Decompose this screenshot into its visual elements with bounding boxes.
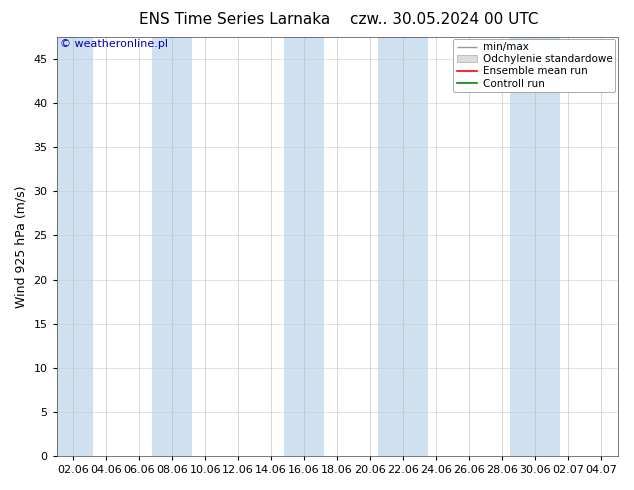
Bar	[53, 37, 93, 456]
Bar	[510, 37, 560, 456]
Text: ENS Time Series Larnaka: ENS Time Series Larnaka	[139, 12, 330, 27]
Text: czw.. 30.05.2024 00 UTC: czw.. 30.05.2024 00 UTC	[349, 12, 538, 27]
Y-axis label: Wind 925 hPa (m/s): Wind 925 hPa (m/s)	[15, 185, 28, 308]
Bar	[152, 37, 192, 456]
Bar	[284, 37, 324, 456]
Text: © weatheronline.pl: © weatheronline.pl	[60, 39, 167, 49]
Bar	[378, 37, 428, 456]
Legend: min/max, Odchylenie standardowe, Ensemble mean run, Controll run: min/max, Odchylenie standardowe, Ensembl…	[453, 39, 616, 92]
